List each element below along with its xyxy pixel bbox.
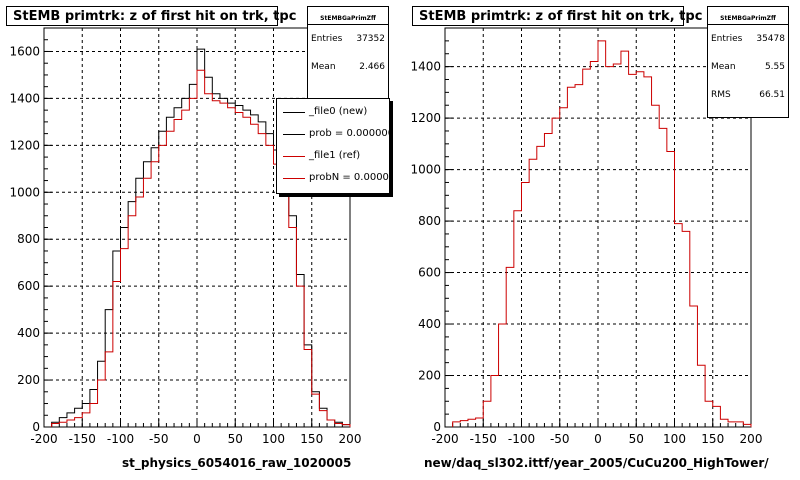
x-tick-label-left: 150 [300, 432, 323, 446]
histogram-panel-left: -200 -150 -100 -50 0 50 100 150 200 0 200 400 600 800… [6, 6, 390, 470]
stats-name-left: StEMBGaPrimZff [308, 7, 388, 25]
stats-mean-value-right: 5.55 [764, 62, 785, 72]
x-tick-label-right: -150 [470, 432, 497, 446]
x-tick-label-left: -200 [30, 432, 57, 446]
x-tick-label-right: -200 [431, 432, 458, 446]
x-tick-label-left: 100 [262, 432, 285, 446]
x-tick-label-right: 100 [663, 432, 686, 446]
stats-entries-value-left: 37352 [356, 34, 385, 44]
stats-mean-row-left: Mean 2.466 [308, 53, 388, 81]
y-tick-label-right: 400 [418, 317, 441, 331]
x-axis-label-left: st_physics_6054016_raw_1020005 [122, 456, 352, 470]
stats-mean-label-left: Mean [311, 62, 336, 72]
x-tick-label-left: -150 [69, 432, 96, 446]
stats-mean-row-right: Mean 5.55 [708, 53, 788, 81]
histogram-series-right-0 [452, 40, 752, 427]
stats-mean-value-left: 2.466 [359, 62, 385, 72]
y-tick-label-right: 0 [433, 420, 441, 434]
x-tick-label-left: 200 [339, 432, 362, 446]
y-tick-label-right: 1000 [410, 163, 441, 177]
stats-entries-label-right: Entries [711, 34, 743, 44]
y-tick-label-left: 1400 [9, 91, 40, 105]
y-tick-label-left: 200 [17, 373, 40, 387]
y-tick-label-right: 600 [418, 266, 441, 280]
stats-entries-row-right: Entries 35478 [708, 25, 788, 53]
chart-title-left: StEMB primtrk: z of first hit on trk, tp… [6, 6, 296, 26]
x-tick-label-right: 200 [740, 432, 763, 446]
y-tick-label-left: 0 [32, 420, 40, 434]
legend-box: _file0 (new) prob = 0.000000 _file1 (ref… [276, 98, 390, 194]
x-tick-label-left: 50 [228, 432, 243, 446]
x-tick-label-left: -50 [149, 432, 169, 446]
legend-swatch-probn [283, 178, 305, 179]
histogram-panel-right: -200 -150 -100 -50 0 50 100 150 200 0 200 400 600 800… [400, 0, 800, 480]
histogram-plot-left: -200 -150 -100 -50 0 50 100 150 200 0 200 400 600 800… [9, 27, 362, 446]
legend-item-file1: _file1 (ref) [277, 145, 389, 167]
histogram-series-left-0 [51, 48, 351, 427]
x-axis-label-right: new/daq_sl302.ittf/year_2005/CuCu200_Hig… [424, 456, 769, 470]
legend-item-probn: probN = 0.000000 [277, 167, 389, 189]
stats-name-right: StEMBGaPrimZff [708, 7, 788, 25]
legend-label-file0: _file0 (new) [309, 106, 368, 117]
y-tick-label-left: 600 [17, 279, 40, 293]
y-tick-label-left: 1600 [9, 44, 40, 58]
stats-rms-label-right: RMS [711, 90, 731, 100]
stats-box-right: StEMBGaPrimZff Entries 35478 Mean 5.55 R… [707, 6, 789, 118]
x-tick-label-right: -50 [550, 432, 570, 446]
chart-title-right: StEMB primtrk: z of first hit on trk, tp… [412, 6, 702, 26]
legend-swatch-prob [283, 134, 305, 135]
legend-label-probn: probN = 0.000000 [309, 172, 389, 183]
y-tick-label-right: 1200 [410, 111, 441, 125]
stats-rms-value-right: 66.51 [759, 90, 785, 100]
legend-swatch-file1 [283, 156, 305, 157]
stats-box-left: StEMBGaPrimZff Entries 37352 Mean 2.466 [307, 6, 389, 116]
y-tick-label-left: 1000 [9, 185, 40, 199]
stats-entries-label-left: Entries [311, 34, 343, 44]
histogram-series-left-1 [51, 69, 351, 427]
stats-mean-label-right: Mean [711, 62, 736, 72]
legend-item-file0: _file0 (new) [277, 101, 389, 123]
stats-rms-row-right: RMS 66.51 [708, 81, 788, 109]
x-tick-label-left: -100 [107, 432, 134, 446]
y-tick-label-right: 1400 [410, 60, 441, 74]
x-tick-label-right: -100 [508, 432, 535, 446]
y-tick-label-right: 200 [418, 369, 441, 383]
x-tick-label-right: 0 [594, 432, 602, 446]
y-tick-label-right: 800 [418, 214, 441, 228]
y-tick-label-left: 400 [17, 326, 40, 340]
legend-label-prob: prob = 0.000000 [309, 128, 390, 139]
stats-entries-value-right: 35478 [756, 34, 785, 44]
y-tick-label-left: 800 [17, 232, 40, 246]
y-tick-label-left: 1200 [9, 138, 40, 152]
stats-entries-row-left: Entries 37352 [308, 25, 388, 53]
legend-swatch-file0 [283, 112, 305, 113]
legend-label-file1: _file1 (ref) [309, 150, 361, 161]
histogram-plot-right: -200 -150 -100 -50 0 50 100 150 200 0 200 400 600 800… [410, 27, 763, 446]
legend-item-prob: prob = 0.000000 [277, 123, 389, 145]
x-tick-label-right: 50 [629, 432, 644, 446]
x-tick-label-left: 0 [193, 432, 201, 446]
x-tick-label-right: 150 [701, 432, 724, 446]
